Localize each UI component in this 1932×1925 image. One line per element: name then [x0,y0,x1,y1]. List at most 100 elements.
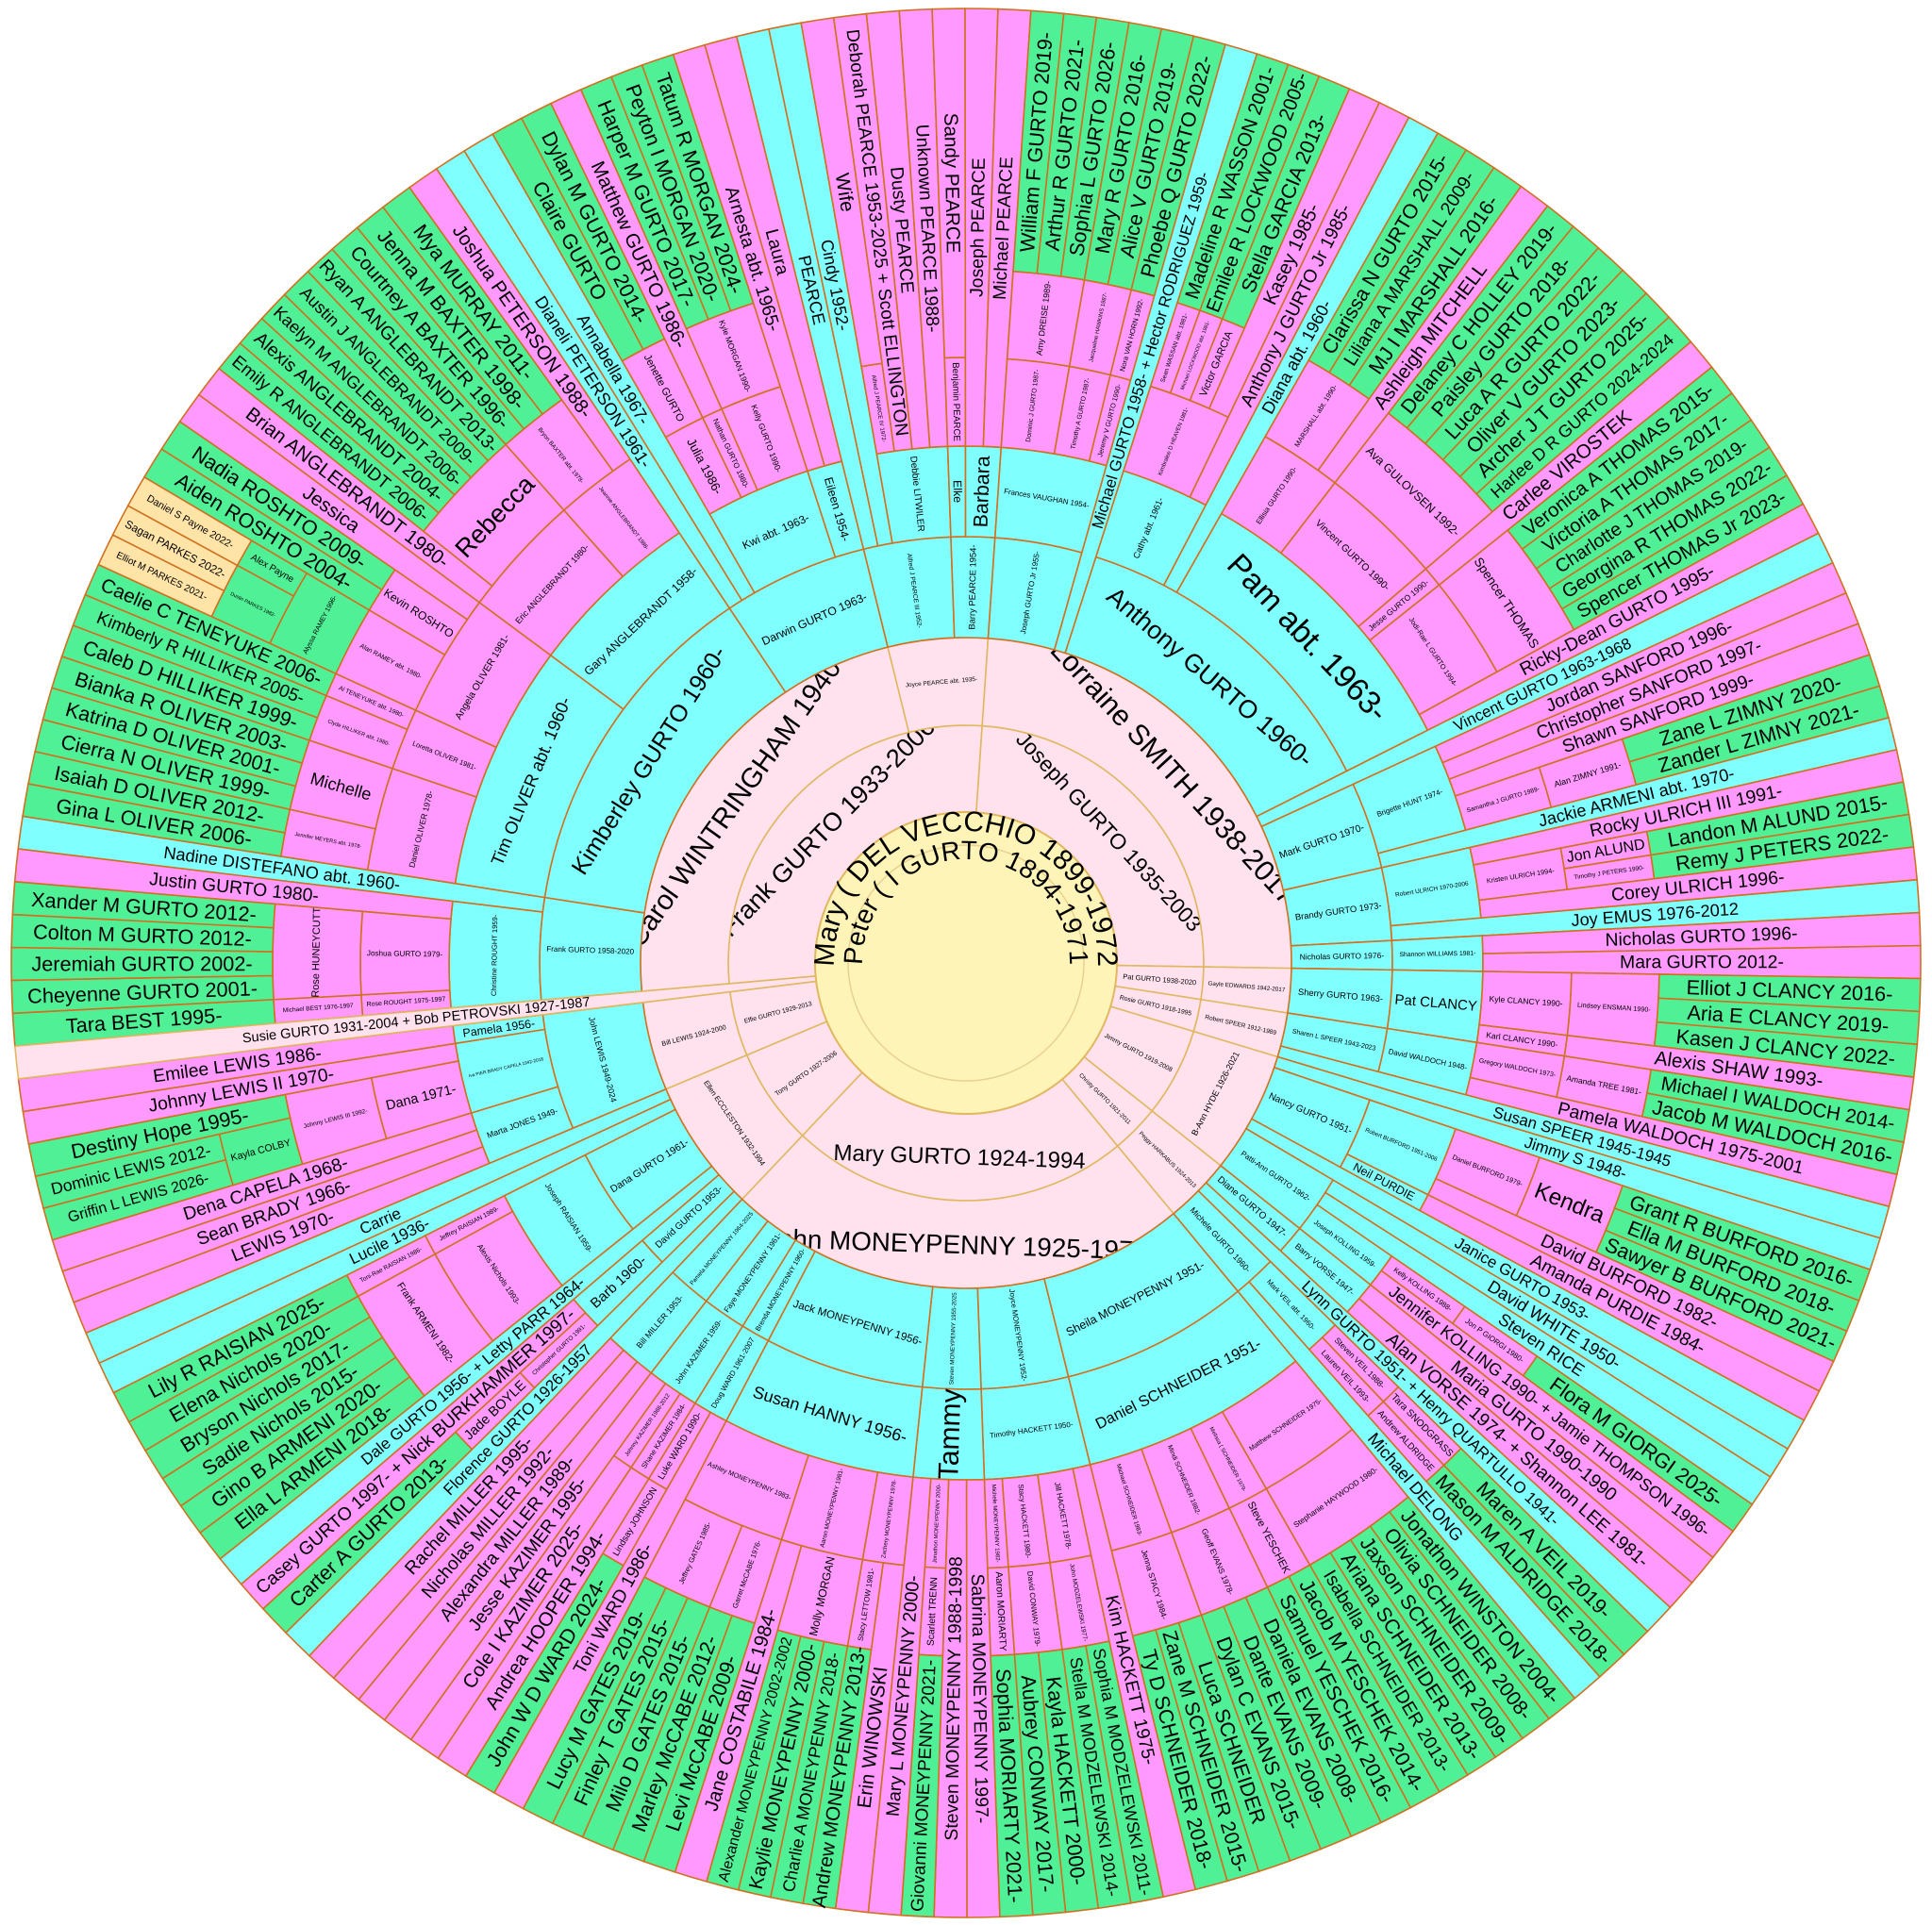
person-node[interactable]: Kayla COLBY [218,1117,304,1187]
person-node[interactable]: Timothy HACKETT 1950- [980,1375,1091,1481]
person-label: Jeremiah GURTO 2002- [31,952,252,975]
person-node[interactable]: Pat GURTO 1938-2020 [1114,964,1205,1001]
person-node[interactable]: Alan RAMEY abt. 1980- [335,608,446,712]
person-label: Elke [951,480,964,503]
person-node[interactable]: Christine ROUGHT 1959- [448,900,544,1009]
person-node[interactable]: Kimbralee D HEAVEN 1981- [1123,385,1230,499]
person-label: Nicholas GURTO 1976- [1300,951,1385,962]
person-node[interactable]: Dana 1971- [370,1060,473,1140]
person-node[interactable]: Mary GURTO 1924-1994 [801,1070,1119,1202]
person-node[interactable]: Daniel OLIVER 1978- [366,767,478,885]
root-circle[interactable] [814,811,1118,1115]
person-node[interactable]: Tony GURTO 1927-2006 [745,1020,864,1137]
person-node[interactable]: Aaron MONEYPENNY 1981- [780,1453,879,1561]
person-label: Aaron MORIARTY [993,1571,1008,1651]
person-node[interactable]: Frances VAUGHAN 1954- [993,446,1108,554]
person-node[interactable]: Barry PEARCE 1954- [950,536,996,639]
person-node[interactable]: Joshua GURTO 1979- [359,910,452,996]
person-node[interactable]: Eileen 1954- [806,460,865,558]
person-node[interactable]: Shannon WILLIAMS 1981- [1391,935,1484,972]
person-node[interactable]: Jack MONEYPENNY 1956- [767,1250,934,1388]
person-node[interactable]: Joseph PEARCE [964,8,999,448]
person-node[interactable]: Nicholas GURTO 1976- [1290,939,1393,971]
person-label: Tammy [933,1388,967,1481]
person-node[interactable]: PEARCE [735,27,879,551]
person-node[interactable]: Vincent GURTO 1990- [1279,481,1427,628]
person-node[interactable]: Dominic J GURTO 1987- [1000,357,1071,455]
person-node[interactable]: Rose HUNEYCUTT [272,903,364,1001]
person-node[interactable]: Tammy [911,1386,986,1481]
person-label: Steven MONEYPENNY 1955-2025 [948,1292,958,1386]
root-inner-ring [847,844,1085,1082]
person-node[interactable]: Bill MILLER 1953- [608,1270,708,1374]
person-node[interactable]: Scarlett TRENN [918,1566,947,1657]
person-node[interactable]: Sherry GURTO 1963- [1286,967,1393,1030]
person-label: Sandy PEARCE [940,113,964,254]
person-node[interactable]: Robert SPEER 1912-1989 [1192,998,1289,1058]
person-node[interactable]: Alexis Nichols 1993- [433,1210,564,1342]
person-node[interactable]: Bryon BAXTER abt. 1978- [504,398,614,511]
person-node[interactable]: Melissa ( SCHNEIDER 1979- [1190,1410,1268,1510]
person-node[interactable]: Ellen ECCLESTON 1932-1994 [664,1054,804,1201]
person-node[interactable]: Frank GURTO 1958-2020 [539,896,646,1002]
person-label: Scarlett TRENN [926,1577,941,1647]
person-node[interactable]: Alyssa RAMEY 1996- [269,572,371,675]
person-node[interactable]: Peggy HARKABUS 1924-2013 [1116,1109,1223,1215]
person-node[interactable]: Michelle [289,738,394,830]
person-node[interactable]: Rebecca [422,443,565,588]
person-node[interactable]: Barbara [964,445,1003,539]
person-node[interactable]: Elke [946,445,967,539]
person-node[interactable]: Kendra [1515,1156,1624,1253]
person-label: Michele MONEYPENNY 1982- [991,1484,1001,1562]
person-node[interactable]: Pat CLANCY [1386,969,1484,1044]
person-node[interactable]: Lindsey ENSMAN 1990- [1566,971,1660,1047]
person-node[interactable]: Jill HACKETT 1978- [1037,1468,1092,1564]
person-node[interactable]: Samantha J GURTO 1989- [1454,766,1553,832]
person-label: Steven MONEYPENNY 1988-1998 [941,1556,967,1841]
person-label: Joseph PEARCE [967,158,990,297]
person-node[interactable]: Frank ARMENI 1982- [357,1253,494,1397]
person-label: Jonathon MONEYPENNY 2000- [933,1484,942,1564]
person-node[interactable]: Joseph GURTO Jr 1955- [987,537,1083,651]
person-label: Sabrina MONEYPENNY 1997- [967,1573,992,1823]
person-node[interactable]: David WALDOCH 1948- [1377,1027,1478,1096]
person-label: Frank GURTO 1958-2020 [546,945,635,956]
person-node[interactable]: Sabrina MONEYPENNY 1997- [965,1478,1001,1918]
person-label: Benjamin PEARCE [950,362,962,442]
person-node[interactable]: Stephanie HAYWOOD 1980- [1265,1428,1409,1567]
person-label: Joshua GURTO 1979- [367,949,443,958]
person-node[interactable]: Michael BEST 1976-1997 [273,994,364,1024]
person-node[interactable]: Kwi abt. 1963- [708,470,837,594]
person-node[interactable]: Eric ANGLEBRANDT 1980- [478,508,625,656]
person-node[interactable]: Jeremiah GURTO 2002- [10,946,274,982]
person-node[interactable]: David CONWAY 1979- [1008,1561,1063,1656]
person-node[interactable]: Molly MORGAN [776,1544,864,1648]
person-node[interactable]: Brandy GURTO 1973- [1282,867,1393,947]
person-node[interactable]: Amanda TREE 1981- [1556,1054,1653,1118]
person-node[interactable]: Kelly GURTO 1990- [720,385,808,491]
person-node[interactable]: Jodi-Rae L GURTO 1994- [1368,584,1499,716]
person-node[interactable]: Robert BURFORD 1951-2006 [1345,1099,1457,1196]
person-label: Rose HUNEYCUTT [310,907,324,998]
person-node[interactable]: John LEWIS 1949-2024 [541,1002,668,1130]
person-node[interactable]: Garret McCABE 1976- [708,1524,783,1625]
person-node[interactable]: Iva PIER BRADY CAPELA 1942-2018 [454,1028,559,1115]
person-node[interactable]: Cheyenne GURTO 2001- [10,974,275,1015]
person-node[interactable]: Sharen L SPEER 1943-2023 [1279,1012,1389,1073]
person-node[interactable]: Jeannie ANGLEBRANDT 1998- [562,457,681,578]
person-node[interactable]: Stacy LETTOW 1981- [846,1558,885,1651]
person-node[interactable]: Clyde HILLIKER abt. 1980- [308,694,408,770]
person-node[interactable]: Jenna STACY 1984- [1110,1531,1203,1637]
person-label: Mara GURTO 2012- [1620,952,1784,972]
person-node[interactable]: Michael SCHNEIDER 1983- [1089,1448,1173,1552]
person-node[interactable]: Benjamin PEARCE [943,357,967,448]
person-node[interactable]: Spencer THOMAS [1438,529,1575,673]
person-label: Christine ROUGHT 1959- [490,914,499,996]
person-node[interactable]: Sandy PEARCE [931,8,967,359]
person-label: Shannon WILLIAMS 1981- [1399,951,1475,958]
person-node[interactable]: Ellisia GURTO 1990- [1220,435,1337,555]
person-node[interactable]: Mara GURTO 2012- [1482,944,1922,980]
person-node[interactable]: Mindi SCHNEIDER 1982- [1140,1427,1231,1534]
